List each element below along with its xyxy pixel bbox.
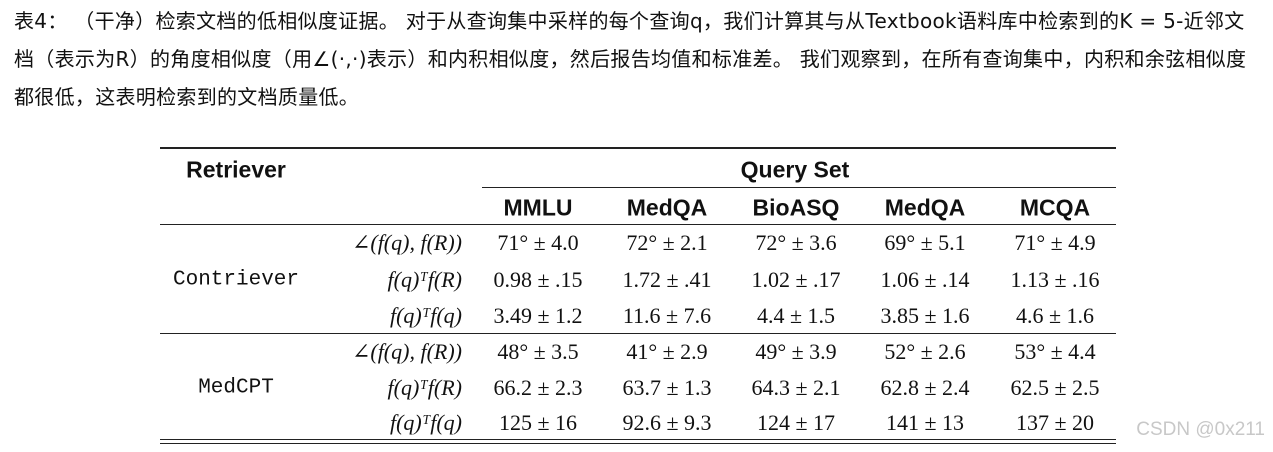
- cell: 62.8 ± 2.4: [880, 375, 970, 400]
- column-header: MedQA: [884, 194, 966, 221]
- cell: 4.4 ± 1.5: [756, 303, 836, 328]
- retriever-name: Contriever: [172, 268, 300, 292]
- column-header: MedQA: [626, 194, 708, 221]
- bottom-rule: [160, 443, 1116, 444]
- header-rule: [482, 187, 1116, 188]
- cell: 141 ± 13: [885, 410, 965, 435]
- column-header: MCQA: [1019, 194, 1091, 221]
- cell: 71° ± 4.0: [497, 230, 579, 255]
- cell: 125 ± 16: [498, 410, 578, 435]
- cell: 92.6 ± 9.3: [622, 410, 712, 435]
- cell: 63.7 ± 1.3: [622, 375, 712, 400]
- retriever-header: Retriever: [186, 156, 286, 183]
- cell: 3.85 ± 1.6: [880, 303, 970, 328]
- retriever-name: MedCPT: [198, 376, 274, 400]
- cell: 1.02 ± .17: [751, 267, 841, 292]
- cell: 1.72 ± .41: [622, 267, 712, 292]
- cell: 124 ± 17: [756, 410, 836, 435]
- cell: 49° ± 3.9: [755, 339, 837, 364]
- cell: 137 ± 20: [1015, 410, 1095, 435]
- column-header: BioASQ: [752, 194, 840, 221]
- cell: 53° ± 4.4: [1014, 339, 1096, 364]
- top-rule: [160, 147, 1116, 149]
- cell: 1.13 ± .16: [1010, 267, 1100, 292]
- metric-label: f(q)ᵀf(R): [387, 267, 462, 292]
- column-header: MMLU: [503, 194, 573, 221]
- cell: 72° ± 3.6: [755, 230, 837, 255]
- metric-label: f(q)ᵀf(q): [389, 410, 462, 435]
- metric-label: ∠(f(q), f(R)): [351, 230, 462, 255]
- cell: 11.6 ± 7.6: [622, 303, 712, 328]
- metric-label: ∠(f(q), f(R)): [351, 339, 462, 364]
- cell: 3.49 ± 1.2: [493, 303, 583, 328]
- cell: 64.3 ± 2.1: [751, 375, 841, 400]
- cell: 0.98 ± .15: [493, 267, 583, 292]
- watermark: CSDN @0x211: [1136, 419, 1265, 440]
- cell: 48° ± 3.5: [497, 339, 579, 364]
- cell: 41° ± 2.9: [626, 339, 708, 364]
- metric-label: f(q)ᵀf(R): [387, 375, 462, 400]
- query-set-header: Query Set: [740, 156, 850, 183]
- metric-label: f(q)ᵀf(q): [389, 303, 462, 328]
- cell: 1.06 ± .14: [880, 267, 970, 292]
- cell: 62.5 ± 2.5: [1010, 375, 1100, 400]
- cell: 69° ± 5.1: [884, 230, 966, 255]
- cell: 72° ± 2.1: [626, 230, 708, 255]
- mid-rule: [160, 224, 1116, 225]
- group-rule: [160, 333, 1116, 334]
- bottom-rule: [160, 439, 1116, 440]
- caption: 表4： （干净）检索文档的低相似度证据。 对于从查询集中采样的每个查询q，我们计…: [14, 9, 1247, 109]
- cell: 4.6 ± 1.6: [1015, 303, 1095, 328]
- cell: 71° ± 4.9: [1014, 230, 1096, 255]
- cell: 66.2 ± 2.3: [493, 375, 583, 400]
- cell: 52° ± 2.6: [884, 339, 966, 364]
